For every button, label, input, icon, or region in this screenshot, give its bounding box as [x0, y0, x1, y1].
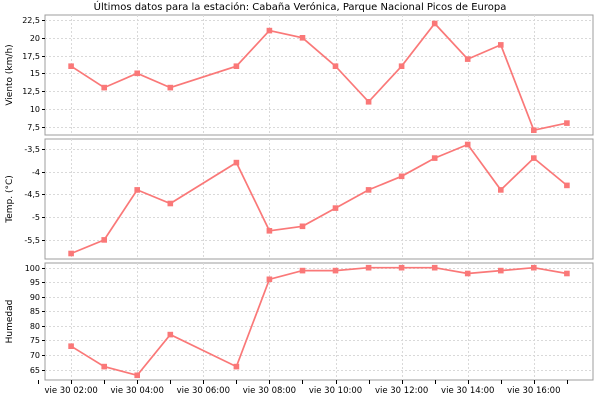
x-gridlines: [71, 15, 535, 135]
data-point: [233, 363, 240, 370]
plot-frame: [44, 14, 594, 136]
y-tick-label: 22,5: [22, 16, 40, 25]
data-point: [167, 331, 174, 338]
data-point: [464, 56, 471, 62]
y-tick-label: 95: [30, 278, 40, 287]
y-tick-label: -5: [32, 213, 40, 222]
x-tick-label: vie 30 06:00: [177, 386, 230, 396]
data-point: [431, 264, 438, 271]
data-point: [531, 127, 537, 133]
data-point: [332, 267, 339, 274]
data-point: [398, 63, 405, 69]
y-tick-label: 70: [30, 351, 40, 360]
data-point: [68, 250, 74, 257]
y-tick-label: 65: [30, 366, 40, 375]
x-tick-label: vie 30 14:00: [441, 386, 494, 396]
data-point: [68, 63, 74, 69]
y-tick-label: 17,5: [22, 52, 40, 61]
y-axis-title: Viento (km/h): [5, 44, 15, 105]
y-tick-label: 100: [25, 264, 40, 273]
y-tick-label: -4,5: [24, 190, 40, 199]
data-point: [498, 42, 504, 48]
plot-frame: [44, 138, 594, 260]
data-point: [332, 205, 339, 211]
x-tick-label: vie 30 04:00: [111, 386, 164, 396]
data-point: [266, 276, 273, 283]
data-point: [101, 237, 107, 243]
plot-frame: [44, 262, 594, 381]
x-axis: vie 30 02:00 vie 30 04:00 vie 30 06:00 vie …: [38, 380, 568, 396]
x-gridlines: [71, 139, 535, 259]
data-point: [564, 182, 570, 189]
y-tick-label: 85: [30, 307, 40, 316]
temp-chart: -5,5 -5 -4,5 -4 -3,5 Temp. (°C): [5, 138, 594, 260]
data-point: [464, 270, 471, 277]
wind-chart: 7,5 10 12,5 15 17,5 20 22,5 Viento (km/h): [5, 14, 594, 136]
y-tick-label: 10: [30, 105, 40, 114]
data-point: [564, 120, 570, 126]
data-point: [233, 159, 240, 166]
data-point: [266, 228, 273, 234]
data-point: [431, 20, 438, 27]
x-gridlines: [71, 263, 535, 380]
data-point: [101, 363, 107, 370]
y-tick-label: 80: [30, 322, 40, 331]
y-tick-label: 12,5: [22, 87, 40, 96]
data-point: [332, 63, 339, 69]
x-tick-label: vie 30 12:00: [375, 386, 428, 396]
x-tick-label: vie 30 10:00: [309, 386, 362, 396]
data-point: [498, 187, 504, 193]
data-point: [101, 84, 107, 91]
y-tick-label: -3,5: [24, 145, 40, 154]
x-tick-label: vie 30 08:00: [243, 386, 296, 396]
data-point: [498, 267, 504, 274]
y-tick-label: 75: [30, 336, 40, 345]
x-tick-label: vie 30 16:00: [507, 386, 560, 396]
data-point: [233, 63, 240, 69]
humidity-chart: 65 70 75 80 85 90 95 100 Humedad: [5, 262, 594, 381]
data-point: [167, 84, 174, 91]
data-point: [299, 267, 306, 274]
page-title: Últimos datos para la estación: Cabaña V…: [93, 2, 507, 13]
data-point: [299, 223, 306, 230]
data-point: [68, 343, 74, 349]
data-point: [398, 264, 405, 271]
data-point: [365, 99, 372, 105]
y-gridlines: 7,5 10 12,5 15 17,5 20 22,5: [22, 16, 593, 132]
wind-chart-markers: [68, 20, 570, 133]
data-point: [464, 141, 471, 148]
y-axis-title: Humedad: [5, 300, 15, 344]
temp-chart-markers: [68, 141, 570, 257]
data-point: [531, 264, 537, 271]
data-point: [398, 173, 405, 180]
data-point: [266, 27, 273, 34]
y-tick-label: 7,5: [27, 123, 40, 132]
y-tick-label: -5,5: [24, 236, 40, 245]
data-point: [134, 372, 140, 379]
data-point: [134, 70, 140, 77]
humidity-chart-markers: [68, 264, 570, 379]
data-point: [134, 187, 140, 193]
y-tick-label: 90: [30, 293, 40, 302]
data-point: [531, 155, 537, 161]
data-point: [365, 264, 372, 271]
data-point: [299, 35, 306, 41]
data-point: [365, 187, 372, 193]
data-point: [167, 200, 174, 207]
x-tick-label: vie 30 02:00: [44, 386, 97, 396]
data-point: [564, 270, 570, 277]
y-tick-label: -4: [32, 168, 40, 177]
data-point: [431, 155, 438, 161]
y-tick-label: 15: [30, 69, 40, 78]
y-tick-label: 20: [30, 34, 40, 43]
y-axis-title: Temp. (°C): [5, 175, 15, 224]
